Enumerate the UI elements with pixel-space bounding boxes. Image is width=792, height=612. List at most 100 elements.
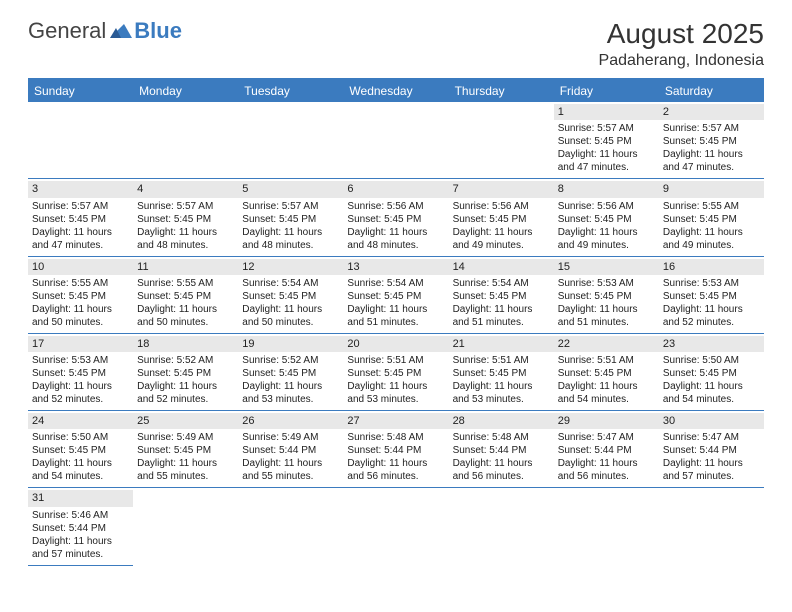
weekday-header: Monday bbox=[133, 80, 238, 102]
sunset-line: Sunset: 5:45 PM bbox=[242, 290, 339, 303]
weekday-header: Thursday bbox=[449, 80, 554, 102]
daylight-line: Daylight: 11 hours and 55 minutes. bbox=[242, 457, 339, 483]
sunrise-line: Sunrise: 5:53 AM bbox=[32, 354, 129, 367]
sunset-line: Sunset: 5:45 PM bbox=[558, 135, 655, 148]
day-cell: 2Sunrise: 5:57 AMSunset: 5:45 PMDaylight… bbox=[659, 102, 764, 179]
sunrise-line: Sunrise: 5:47 AM bbox=[663, 431, 760, 444]
sunrise-line: Sunrise: 5:52 AM bbox=[137, 354, 234, 367]
day-cell: 12Sunrise: 5:54 AMSunset: 5:45 PMDayligh… bbox=[238, 257, 343, 334]
daylight-line: Daylight: 11 hours and 52 minutes. bbox=[137, 380, 234, 406]
day-number: 4 bbox=[133, 181, 238, 197]
sunset-line: Sunset: 5:45 PM bbox=[347, 213, 444, 226]
daylight-line: Daylight: 11 hours and 53 minutes. bbox=[242, 380, 339, 406]
sunrise-line: Sunrise: 5:53 AM bbox=[558, 277, 655, 290]
sunrise-line: Sunrise: 5:51 AM bbox=[558, 354, 655, 367]
day-cell: 11Sunrise: 5:55 AMSunset: 5:45 PMDayligh… bbox=[133, 257, 238, 334]
title-block: August 2025 Padaherang, Indonesia bbox=[599, 18, 764, 70]
day-number: 17 bbox=[28, 336, 133, 352]
sunset-line: Sunset: 5:45 PM bbox=[32, 213, 129, 226]
daylight-line: Daylight: 11 hours and 57 minutes. bbox=[32, 535, 129, 561]
daylight-line: Daylight: 11 hours and 47 minutes. bbox=[663, 148, 760, 174]
day-cell: 27Sunrise: 5:48 AMSunset: 5:44 PMDayligh… bbox=[343, 411, 448, 488]
sunset-line: Sunset: 5:44 PM bbox=[663, 444, 760, 457]
daylight-line: Daylight: 11 hours and 48 minutes. bbox=[137, 226, 234, 252]
sunset-line: Sunset: 5:45 PM bbox=[242, 213, 339, 226]
sunset-line: Sunset: 5:45 PM bbox=[663, 367, 760, 380]
daylight-line: Daylight: 11 hours and 53 minutes. bbox=[347, 380, 444, 406]
day-cell: 20Sunrise: 5:51 AMSunset: 5:45 PMDayligh… bbox=[343, 334, 448, 411]
day-number: 30 bbox=[659, 413, 764, 429]
daylight-line: Daylight: 11 hours and 57 minutes. bbox=[663, 457, 760, 483]
day-number: 21 bbox=[449, 336, 554, 352]
day-number: 26 bbox=[238, 413, 343, 429]
sunset-line: Sunset: 5:45 PM bbox=[32, 444, 129, 457]
day-number: 16 bbox=[659, 259, 764, 275]
daylight-line: Daylight: 11 hours and 50 minutes. bbox=[137, 303, 234, 329]
sunrise-line: Sunrise: 5:54 AM bbox=[242, 277, 339, 290]
weekday-header: Wednesday bbox=[343, 80, 448, 102]
daylight-line: Daylight: 11 hours and 54 minutes. bbox=[663, 380, 760, 406]
sunrise-line: Sunrise: 5:46 AM bbox=[32, 509, 129, 522]
day-cell: 31Sunrise: 5:46 AMSunset: 5:44 PMDayligh… bbox=[28, 488, 133, 565]
daylight-line: Daylight: 11 hours and 51 minutes. bbox=[347, 303, 444, 329]
sunset-line: Sunset: 5:45 PM bbox=[558, 290, 655, 303]
day-number: 23 bbox=[659, 336, 764, 352]
day-number: 10 bbox=[28, 259, 133, 275]
daylight-line: Daylight: 11 hours and 51 minutes. bbox=[558, 303, 655, 329]
sunrise-line: Sunrise: 5:57 AM bbox=[32, 200, 129, 213]
sunrise-line: Sunrise: 5:55 AM bbox=[663, 200, 760, 213]
day-number: 14 bbox=[449, 259, 554, 275]
day-number: 31 bbox=[28, 490, 133, 506]
logo-icon bbox=[108, 18, 132, 44]
empty-cell bbox=[28, 102, 133, 179]
day-cell: 21Sunrise: 5:51 AMSunset: 5:45 PMDayligh… bbox=[449, 334, 554, 411]
sunset-line: Sunset: 5:45 PM bbox=[137, 367, 234, 380]
logo: General Blue bbox=[28, 18, 182, 44]
day-cell: 19Sunrise: 5:52 AMSunset: 5:45 PMDayligh… bbox=[238, 334, 343, 411]
sunset-line: Sunset: 5:45 PM bbox=[558, 213, 655, 226]
logo-text-2: Blue bbox=[134, 18, 182, 44]
sunset-line: Sunset: 5:45 PM bbox=[558, 367, 655, 380]
sunrise-line: Sunrise: 5:48 AM bbox=[347, 431, 444, 444]
sunset-line: Sunset: 5:45 PM bbox=[137, 290, 234, 303]
day-cell: 22Sunrise: 5:51 AMSunset: 5:45 PMDayligh… bbox=[554, 334, 659, 411]
daylight-line: Daylight: 11 hours and 50 minutes. bbox=[32, 303, 129, 329]
day-number: 8 bbox=[554, 181, 659, 197]
daylight-line: Daylight: 11 hours and 51 minutes. bbox=[453, 303, 550, 329]
empty-cell bbox=[238, 102, 343, 179]
day-cell: 8Sunrise: 5:56 AMSunset: 5:45 PMDaylight… bbox=[554, 179, 659, 256]
day-number: 1 bbox=[554, 104, 659, 120]
day-number: 25 bbox=[133, 413, 238, 429]
day-number: 6 bbox=[343, 181, 448, 197]
day-number: 15 bbox=[554, 259, 659, 275]
daylight-line: Daylight: 11 hours and 49 minutes. bbox=[663, 226, 760, 252]
weekday-header: Tuesday bbox=[238, 80, 343, 102]
day-cell: 1Sunrise: 5:57 AMSunset: 5:45 PMDaylight… bbox=[554, 102, 659, 179]
daylight-line: Daylight: 11 hours and 49 minutes. bbox=[453, 226, 550, 252]
daylight-line: Daylight: 11 hours and 54 minutes. bbox=[32, 457, 129, 483]
day-number: 5 bbox=[238, 181, 343, 197]
sunset-line: Sunset: 5:45 PM bbox=[663, 135, 760, 148]
day-number: 24 bbox=[28, 413, 133, 429]
sunset-line: Sunset: 5:45 PM bbox=[453, 290, 550, 303]
sunset-line: Sunset: 5:45 PM bbox=[347, 290, 444, 303]
daylight-line: Daylight: 11 hours and 48 minutes. bbox=[347, 226, 444, 252]
sunset-line: Sunset: 5:45 PM bbox=[137, 444, 234, 457]
daylight-line: Daylight: 11 hours and 52 minutes. bbox=[32, 380, 129, 406]
day-cell: 3Sunrise: 5:57 AMSunset: 5:45 PMDaylight… bbox=[28, 179, 133, 256]
daylight-line: Daylight: 11 hours and 56 minutes. bbox=[453, 457, 550, 483]
day-cell: 24Sunrise: 5:50 AMSunset: 5:45 PMDayligh… bbox=[28, 411, 133, 488]
sunrise-line: Sunrise: 5:54 AM bbox=[347, 277, 444, 290]
sunset-line: Sunset: 5:44 PM bbox=[242, 444, 339, 457]
sunset-line: Sunset: 5:45 PM bbox=[32, 290, 129, 303]
empty-cell bbox=[343, 102, 448, 179]
sunrise-line: Sunrise: 5:48 AM bbox=[453, 431, 550, 444]
sunrise-line: Sunrise: 5:55 AM bbox=[32, 277, 129, 290]
sunrise-line: Sunrise: 5:57 AM bbox=[558, 122, 655, 135]
sunrise-line: Sunrise: 5:53 AM bbox=[663, 277, 760, 290]
day-cell: 29Sunrise: 5:47 AMSunset: 5:44 PMDayligh… bbox=[554, 411, 659, 488]
day-cell: 18 Sunrise: 5:52 AMSunset: 5:45 PMDayligh… bbox=[133, 334, 238, 411]
sunset-line: Sunset: 5:45 PM bbox=[663, 213, 760, 226]
day-number: 19 bbox=[238, 336, 343, 352]
day-number: 18 bbox=[133, 336, 238, 352]
